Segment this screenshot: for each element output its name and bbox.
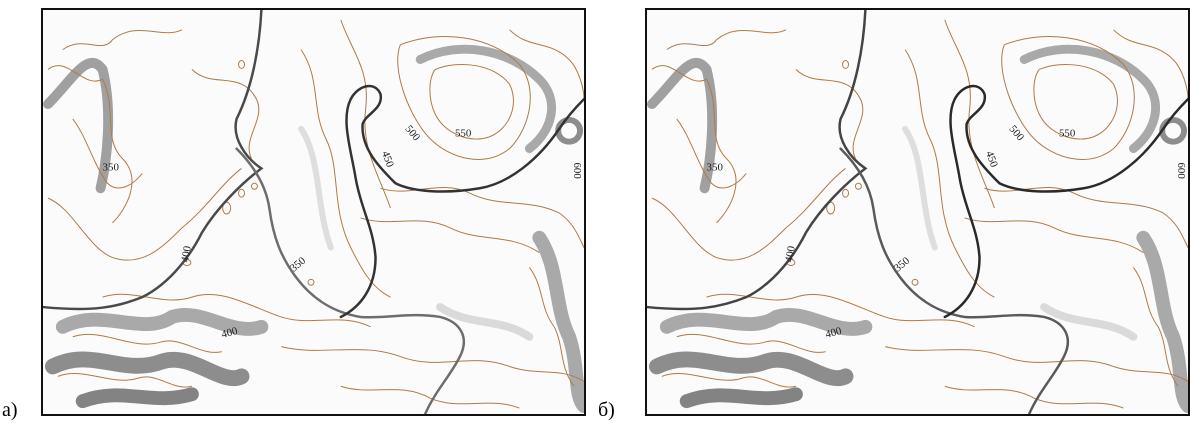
relief-shading: [43, 44, 584, 414]
contour-label: 400: [824, 325, 843, 341]
contour-lines: [651, 19, 1188, 409]
map-a-canvas: 350 400 350 450 500 550 400 600: [43, 10, 584, 414]
contour-label: 550: [1059, 128, 1076, 140]
contour-label: 400: [783, 245, 798, 264]
topographic-map-b: 350 400 350 450 500 550 400 600: [645, 8, 1190, 416]
contour-label: 350: [103, 161, 120, 173]
contour-label: 450: [983, 149, 1000, 169]
panel-a-label: а): [2, 399, 18, 421]
boundary-lines: [43, 10, 584, 414]
topographic-map-a: 350 400 350 450 500 550 400 600: [41, 8, 586, 416]
contour-label: 400: [179, 245, 194, 264]
contour-label: 600: [571, 162, 583, 179]
contour-label: 600: [1175, 162, 1187, 179]
map-b-canvas: 350 400 350 450 500 550 400 600: [647, 10, 1188, 414]
panel-b-label: б): [598, 399, 615, 421]
boundary-lines: [647, 10, 1188, 414]
contour-labels: 350 400 350 450 500 550 400 600: [103, 123, 584, 341]
contour-lines: [47, 19, 584, 409]
contour-labels: 350 400 350 450 500 550 400 600: [707, 123, 1188, 341]
contour-label: 550: [455, 128, 472, 140]
contour-label: 350: [707, 161, 724, 173]
contour-label: 450: [379, 149, 396, 169]
contour-label: 400: [220, 325, 239, 341]
relief-shading: [647, 44, 1188, 414]
